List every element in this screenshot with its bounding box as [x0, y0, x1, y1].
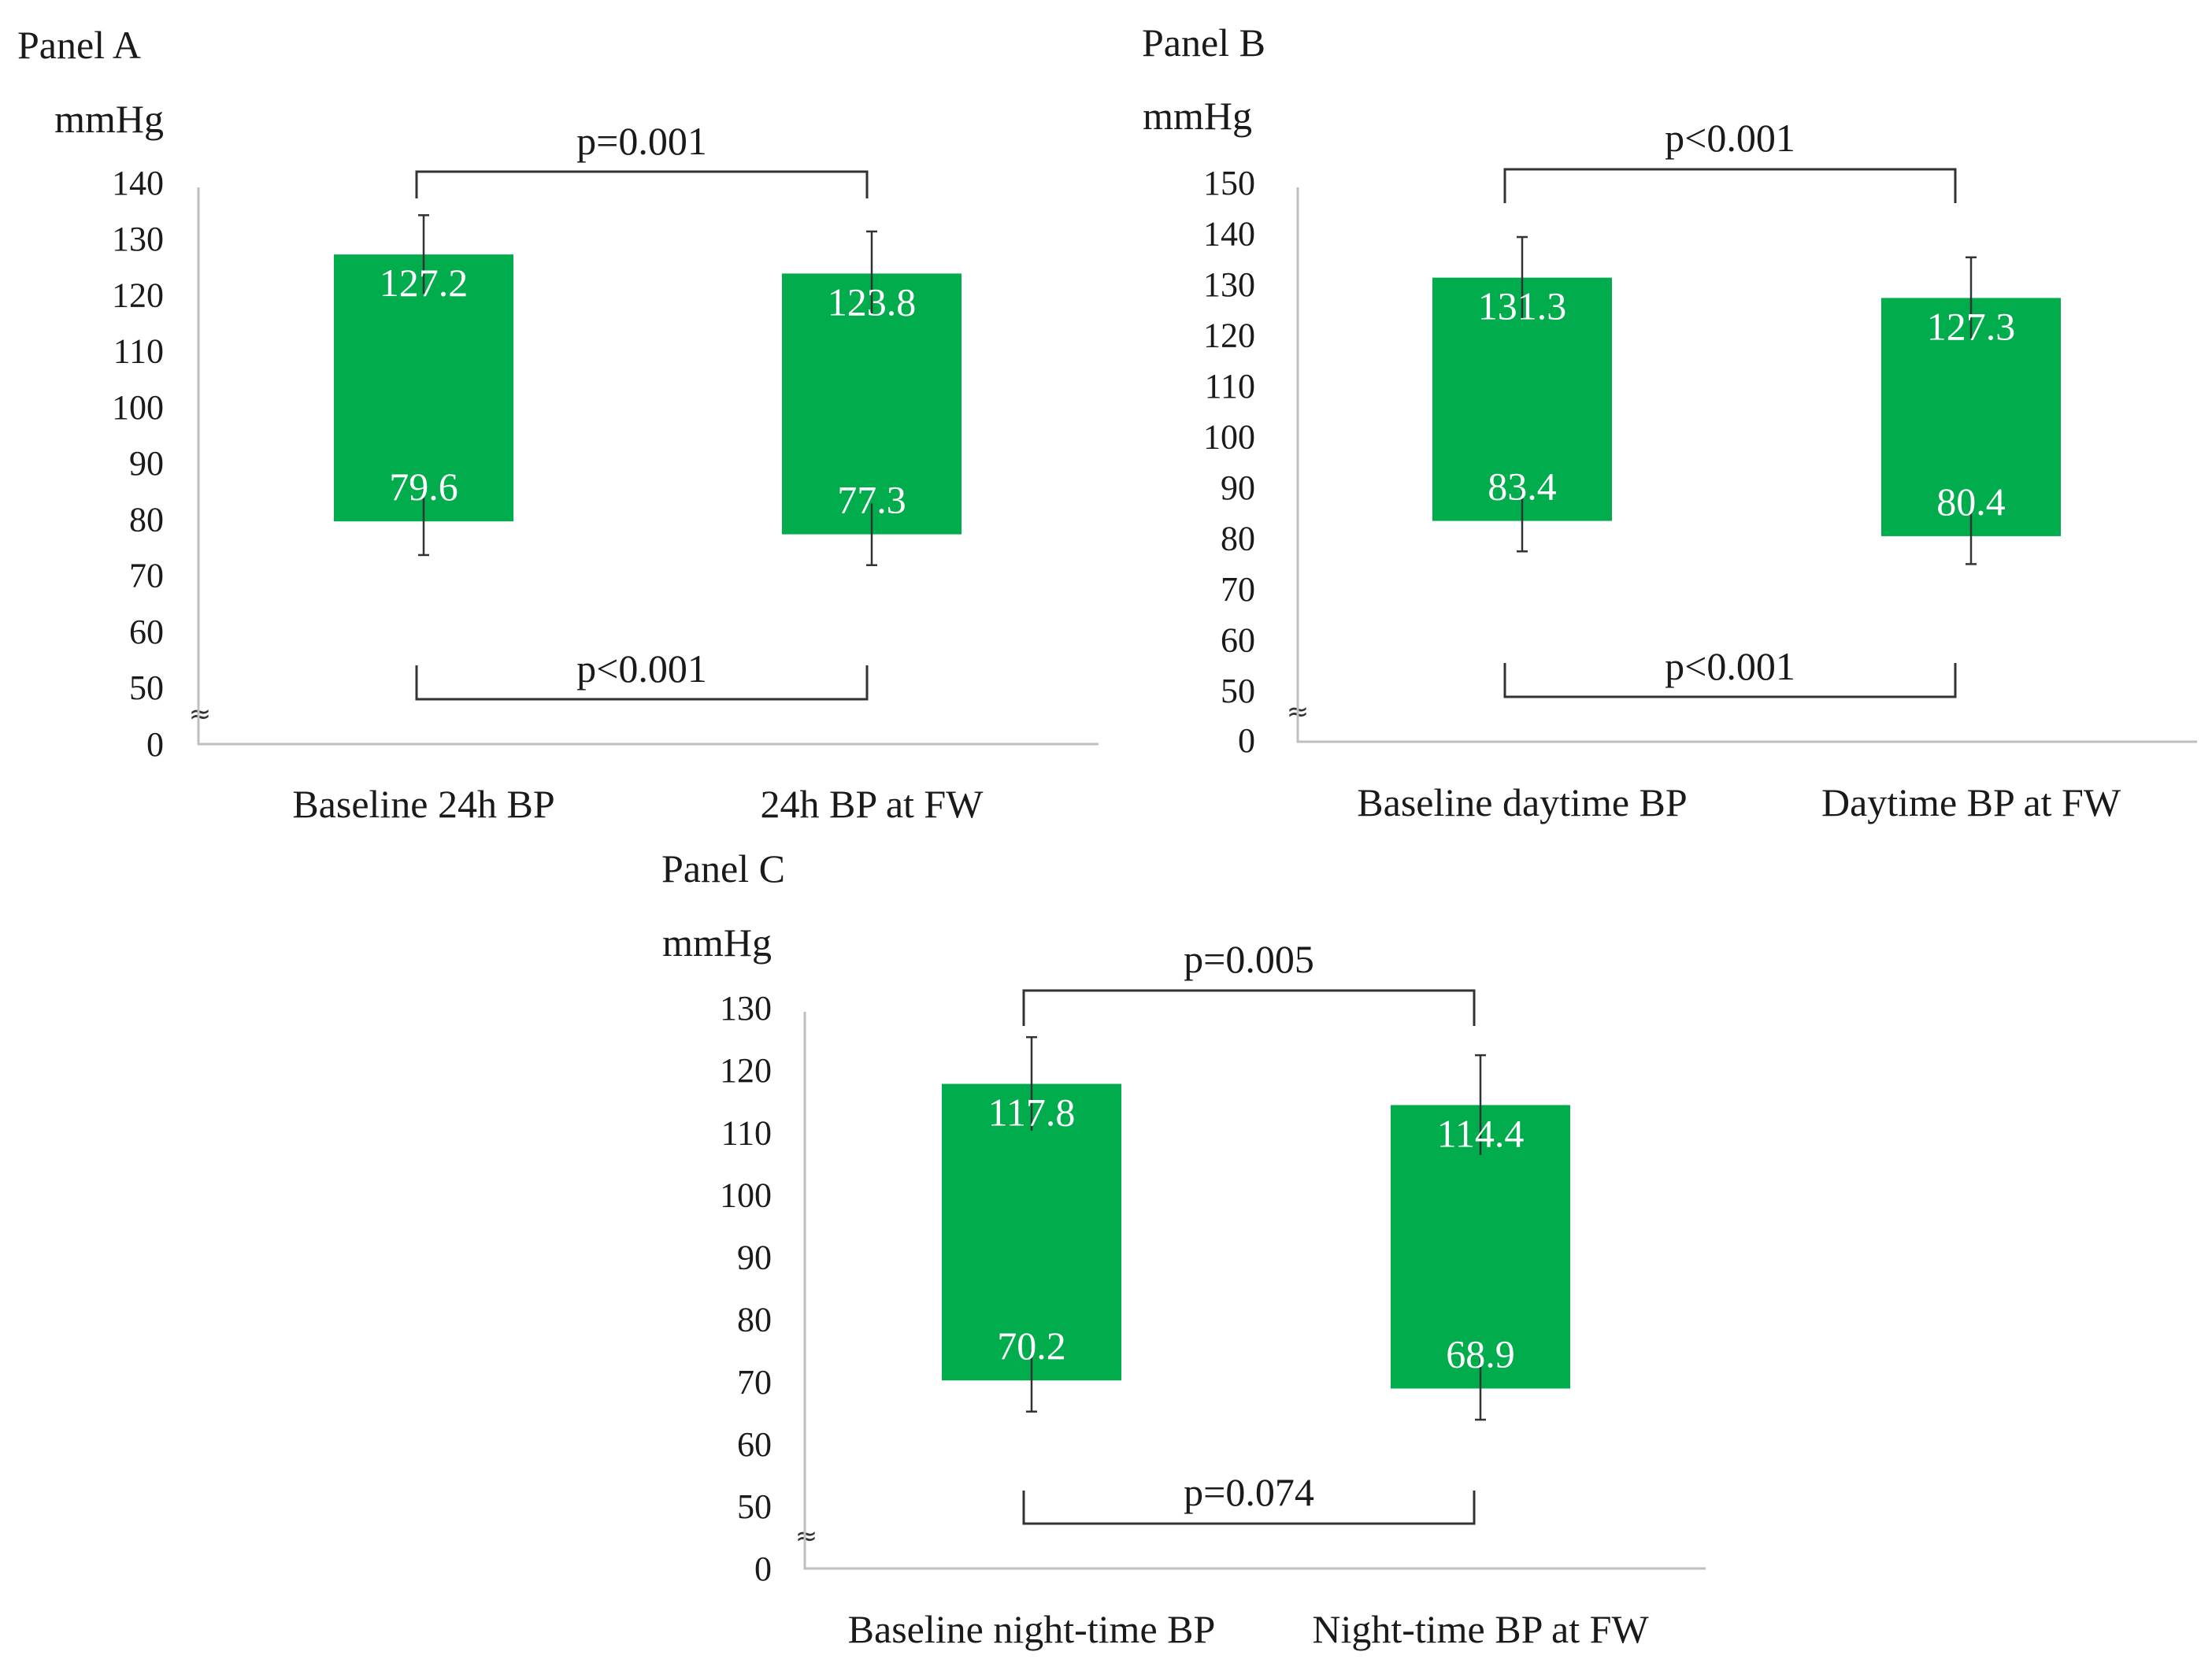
panel-a-y-tick: 130: [112, 220, 164, 258]
panel-b-y-tick: 150: [1203, 164, 1255, 202]
panel-c-title: Panel C: [661, 846, 785, 891]
panel-b-y-tick: 50: [1221, 672, 1255, 710]
panel-c-y-unit: mmHg: [662, 920, 772, 965]
panel-c-top-pvalue: p=0.005: [1184, 937, 1314, 981]
panel-c-systolic-label: 114.4: [1437, 1111, 1525, 1155]
panel-b-y-tick: 90: [1221, 468, 1255, 507]
panel-c-y-tick: 50: [737, 1487, 772, 1526]
panel-c-axes: [803, 1012, 1706, 1570]
panel-b-title: Panel B: [1142, 20, 1265, 65]
panel-b-y-tick: 100: [1203, 418, 1255, 457]
panel-b-top-bracket: [1503, 168, 1957, 203]
panel-c-y-ticks: 50 60 70 80 90 100 110 120 130: [720, 989, 772, 1526]
panel-b-bottom-bracket: [1503, 663, 1957, 698]
panel-b: Panel B mmHg 50 60 70 80 90 100 110 120 130 140 15…: [1142, 20, 2197, 824]
panel-c-y-tick: 90: [737, 1239, 772, 1277]
panel-a-range-bar: [334, 254, 513, 522]
panel-b-diastolic-label: 80.4: [1936, 480, 2006, 524]
panel-c-systolic-label: 117.8: [988, 1091, 1076, 1135]
panel-c-axis-break: ≈: [795, 1520, 818, 1552]
panel-b-bottom-pvalue: p<0.001: [1665, 644, 1795, 688]
panel-c-y-tick: 110: [721, 1113, 772, 1152]
panel-c-y-tick: 70: [737, 1363, 772, 1402]
panel-a-systolic-label: 127.2: [380, 261, 469, 305]
panel-c-zero-tick: 0: [754, 1550, 772, 1588]
panel-b-bars: 131.3 83.4 127.3 80.4: [1432, 235, 2061, 565]
panel-a-range-bar: [782, 273, 961, 535]
panel-b-y-tick: 110: [1205, 367, 1255, 406]
panel-c-category-1: Baseline night-time BP: [848, 1607, 1216, 1651]
panel-a-y-ticks: 50 60 70 80 90 100 110 120 130 140: [112, 164, 164, 707]
panel-a-top-pvalue: p=0.001: [576, 119, 707, 163]
panel-b-y-tick: 140: [1203, 215, 1255, 254]
panel-a-systolic-label: 123.8: [828, 280, 917, 324]
panel-c-y-tick: 80: [737, 1301, 772, 1339]
panel-c-top-bracket: [1022, 989, 1476, 1026]
panel-c-y-tick: 130: [720, 989, 772, 1028]
panel-a-top-bracket: [415, 170, 869, 198]
panel-b-systolic-label: 127.3: [1927, 304, 2016, 348]
panel-a: Panel A mmHg 50 60 70 80 90 100 110 120 130 140 0…: [17, 23, 1099, 826]
panel-b-y-ticks: 50 60 70 80 90 100 110 120 130 140 150: [1203, 164, 1255, 710]
panel-a-y-tick: 120: [112, 276, 164, 314]
panel-a-y-tick: 50: [129, 668, 164, 707]
panel-c-bars: 117.8 70.2 114.4 68.9: [942, 1035, 1570, 1421]
panel-b-y-tick: 80: [1221, 520, 1255, 558]
panel-a-y-tick: 140: [112, 164, 164, 202]
panel-a-category-1: Baseline 24h BP: [292, 782, 554, 826]
panel-c-y-tick: 100: [720, 1176, 772, 1214]
panel-a-y-unit: mmHg: [54, 97, 164, 141]
panel-a-y-tick: 70: [129, 557, 164, 595]
panel-c-range-bar: [942, 1083, 1121, 1381]
panel-b-top-pvalue: p<0.001: [1665, 116, 1795, 160]
panel-b-y-tick: 130: [1203, 265, 1255, 304]
panel-b-diastolic-label: 83.4: [1488, 465, 1557, 509]
panel-b-y-tick: 120: [1203, 317, 1255, 355]
panel-c-bottom-pvalue: p=0.074: [1184, 1470, 1314, 1514]
panel-a-y-tick: 100: [112, 388, 164, 427]
panel-b-category-2: Daytime BP at FW: [1821, 780, 2121, 824]
panel-a-title: Panel A: [17, 23, 141, 67]
panel-a-y-tick: 80: [129, 500, 164, 539]
panel-b-y-tick: 70: [1221, 570, 1255, 609]
panel-c-diastolic-label: 68.9: [1446, 1331, 1515, 1376]
panel-a-category-2: 24h BP at FW: [761, 782, 984, 826]
panel-a-bars: 127.2 79.6 123.8 77.3: [334, 214, 961, 566]
panel-b-y-tick: 60: [1221, 621, 1255, 660]
panel-b-category-1: Baseline daytime BP: [1357, 780, 1687, 824]
panel-c-diastolic-label: 70.2: [997, 1324, 1066, 1368]
panel-a-axes: [197, 187, 1099, 746]
panel-a-y-tick: 110: [113, 332, 164, 371]
panel-b-zero-tick: 0: [1238, 721, 1255, 760]
panel-c-y-tick: 60: [737, 1425, 772, 1464]
panel-a-zero-tick: 0: [146, 725, 164, 764]
panel-a-y-tick: 90: [129, 444, 164, 483]
panel-a-y-tick: 60: [129, 613, 164, 651]
panel-a-axis-break: ≈: [189, 698, 212, 730]
panel-c-category-2: Night-time BP at FW: [1312, 1607, 1649, 1651]
panel-b-axes: [1296, 187, 2197, 743]
panel-b-y-unit: mmHg: [1143, 94, 1252, 138]
panel-b-systolic-label: 131.3: [1478, 284, 1567, 328]
panel-a-bottom-pvalue: p<0.001: [576, 646, 707, 691]
panel-c-bottom-bracket: [1022, 1491, 1476, 1525]
panel-a-diastolic-label: 77.3: [837, 478, 906, 522]
panel-c-y-tick: 120: [720, 1051, 772, 1090]
panel-a-bottom-bracket: [415, 665, 869, 701]
panel-a-diastolic-label: 79.6: [389, 465, 458, 509]
